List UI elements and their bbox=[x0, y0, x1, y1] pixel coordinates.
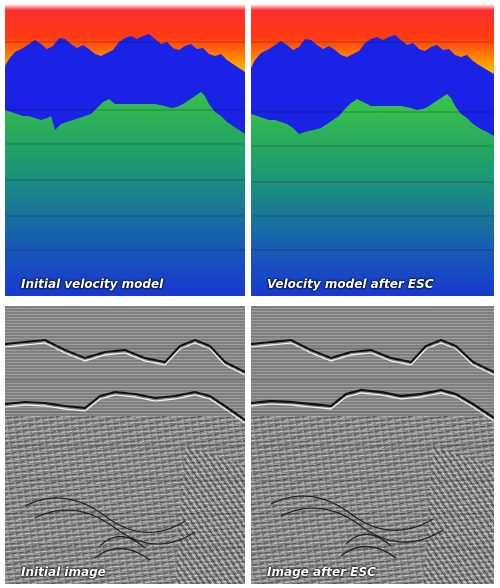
initial-seismic-image bbox=[5, 306, 245, 584]
image-after-esc-caption: Image after ESC bbox=[267, 565, 376, 579]
velocity-model-after-esc bbox=[251, 4, 494, 296]
initial-velocity-panel: Initial velocity model bbox=[5, 4, 245, 296]
image-after-esc-panel: Image after ESC bbox=[251, 306, 494, 584]
velocity-after-esc-panel: Velocity model after ESC bbox=[251, 4, 494, 296]
initial-velocity-caption: Initial velocity model bbox=[21, 277, 164, 291]
initial-image-panel: Initial image bbox=[5, 306, 245, 584]
seismic-image-after-esc bbox=[251, 306, 494, 584]
velocity-after-esc-caption: Velocity model after ESC bbox=[267, 277, 434, 291]
initial-velocity-model bbox=[5, 4, 245, 296]
initial-image-caption: Initial image bbox=[21, 565, 106, 579]
